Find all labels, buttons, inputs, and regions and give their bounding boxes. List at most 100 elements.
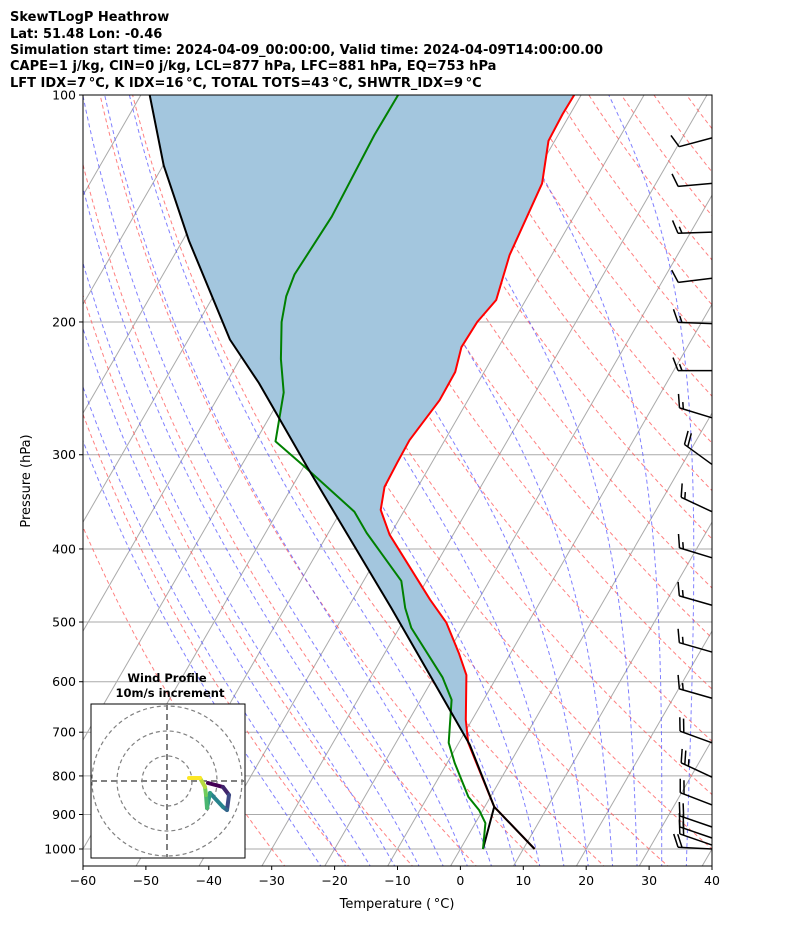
dry-adiabat-line [523, 95, 712, 352]
barb-feather [677, 533, 681, 548]
dry-adiabat-line [83, 525, 286, 866]
hodograph-segment [204, 793, 209, 810]
wind-barb [677, 674, 713, 699]
dry-adiabat-line [706, 78, 794, 868]
isotherm-line [387, 303, 712, 866]
moist-adiabat-line [608, 95, 695, 866]
dry-adiabat-line [425, 95, 712, 492]
barb-feather [677, 674, 681, 689]
moist-adiabat-line [83, 326, 371, 866]
chart-header: SkewTLogP Heathrow Lat: 51.48 Lon: -0.46… [10, 10, 603, 91]
axis-ticks: −60 −50 −40 −30 −20 −10 0 10 20 30 40 100 200 300 400 5… [44, 88, 720, 889]
barb-feather [671, 220, 679, 234]
parcel-line [148, 95, 536, 850]
moist-adiabat-line [83, 385, 347, 866]
y-tick-label: 200 [52, 314, 76, 329]
x-tick-label: −50 [133, 873, 159, 888]
hodograph-inset: Wind Profile 10m/s increment [90, 671, 246, 859]
dry-adiabat-line [327, 95, 712, 639]
hodograph-segment [206, 781, 225, 789]
cin-shading [149, 95, 575, 745]
wind-barb [680, 483, 713, 513]
barb-feather [672, 309, 679, 323]
dry-adiabat-line [653, 95, 712, 173]
isotherm-line [512, 521, 712, 866]
temperature-line [379, 95, 576, 850]
isotherm-line [198, 95, 645, 866]
wind-barb [677, 628, 713, 653]
barb-feather [680, 483, 683, 498]
moist-adiabat-line [83, 95, 444, 866]
barb-feather [678, 226, 683, 234]
barb-staff [679, 826, 713, 839]
y-tick-label: 400 [52, 541, 76, 556]
y-tick-label: 1000 [44, 842, 76, 857]
barb-staff [684, 443, 713, 466]
barb-feather [677, 833, 683, 848]
barb-staff [679, 815, 713, 828]
barb-feather [671, 269, 679, 283]
barb-feather [673, 833, 679, 848]
moist-adiabat-line [334, 95, 614, 866]
wind-barb [683, 430, 713, 466]
y-tick-label: 300 [52, 447, 76, 462]
barb-staff [679, 547, 713, 559]
wind-barb [680, 748, 713, 778]
barb-feather [677, 628, 681, 643]
barb-feather [683, 430, 689, 445]
wind-barb [677, 393, 713, 419]
isotherm-line [261, 95, 708, 866]
x-tick-label: −20 [321, 873, 347, 888]
moist-adiabat-line [104, 95, 468, 866]
barb-staff [679, 688, 713, 699]
barb-staff [679, 641, 713, 653]
barb-staff [679, 407, 713, 419]
wind-barb [671, 269, 713, 284]
x-tick-label: 30 [641, 873, 657, 888]
header-line-times: Simulation start time: 2024-04-09_00:00:… [10, 43, 603, 58]
dry-adiabat-line [132, 95, 605, 866]
wind-barb [670, 135, 713, 148]
y-tick-label: 100 [52, 88, 76, 103]
header-line-cape: CAPE=1 j/kg, CIN=0 j/kg, LCL=877 hPa, LF… [10, 59, 496, 74]
barb-staff [677, 231, 713, 235]
header-line-indices: LFT IDX=7 °C, K IDX=16 °C, TOTAL TOTS=43… [10, 76, 482, 91]
x-tick-label: −10 [384, 873, 410, 888]
header-line-title: SkewTLogP Heathrow [10, 10, 169, 25]
barb-feather [677, 393, 681, 408]
barb-feather [681, 589, 684, 598]
isotherm-line [575, 630, 712, 866]
moist-adiabat-line [498, 95, 663, 866]
x-tick-label: 20 [578, 873, 594, 888]
barb-feather [681, 682, 684, 691]
barb-feather [687, 433, 693, 447]
wind-barb [673, 833, 713, 850]
hodograph-segment [225, 793, 231, 812]
moist-adiabat-line [83, 185, 420, 866]
isotherm-line [83, 95, 205, 306]
wind-barbs [670, 135, 713, 850]
barb-feather [681, 636, 684, 644]
moist-adiabat-line [407, 95, 638, 866]
x-tick-label: −30 [259, 873, 285, 888]
wind-barb [679, 717, 713, 744]
barb-feather [684, 750, 687, 765]
y-tick-label: 600 [52, 674, 76, 689]
dry-adiabat-line [555, 95, 712, 306]
hodograph-subtitle: 10m/s increment [116, 686, 225, 700]
hodograph-segment [208, 791, 225, 809]
barb-staff [678, 182, 713, 188]
dry-adiabat-line [620, 95, 712, 217]
x-tick-label: 40 [704, 873, 720, 888]
wind-barb [672, 357, 712, 372]
dry-adiabat-line [83, 412, 350, 866]
barb-feather [671, 173, 679, 187]
moist-adiabat-line [128, 95, 492, 866]
barb-staff [680, 496, 713, 513]
y-tick-label: 800 [52, 768, 76, 783]
wind-barb [678, 820, 713, 846]
y-tick-label: 700 [52, 725, 76, 740]
header-line-location: Lat: 51.48 Lon: -0.46 [10, 27, 162, 42]
barb-feather [679, 315, 683, 323]
barb-feather [677, 581, 681, 596]
